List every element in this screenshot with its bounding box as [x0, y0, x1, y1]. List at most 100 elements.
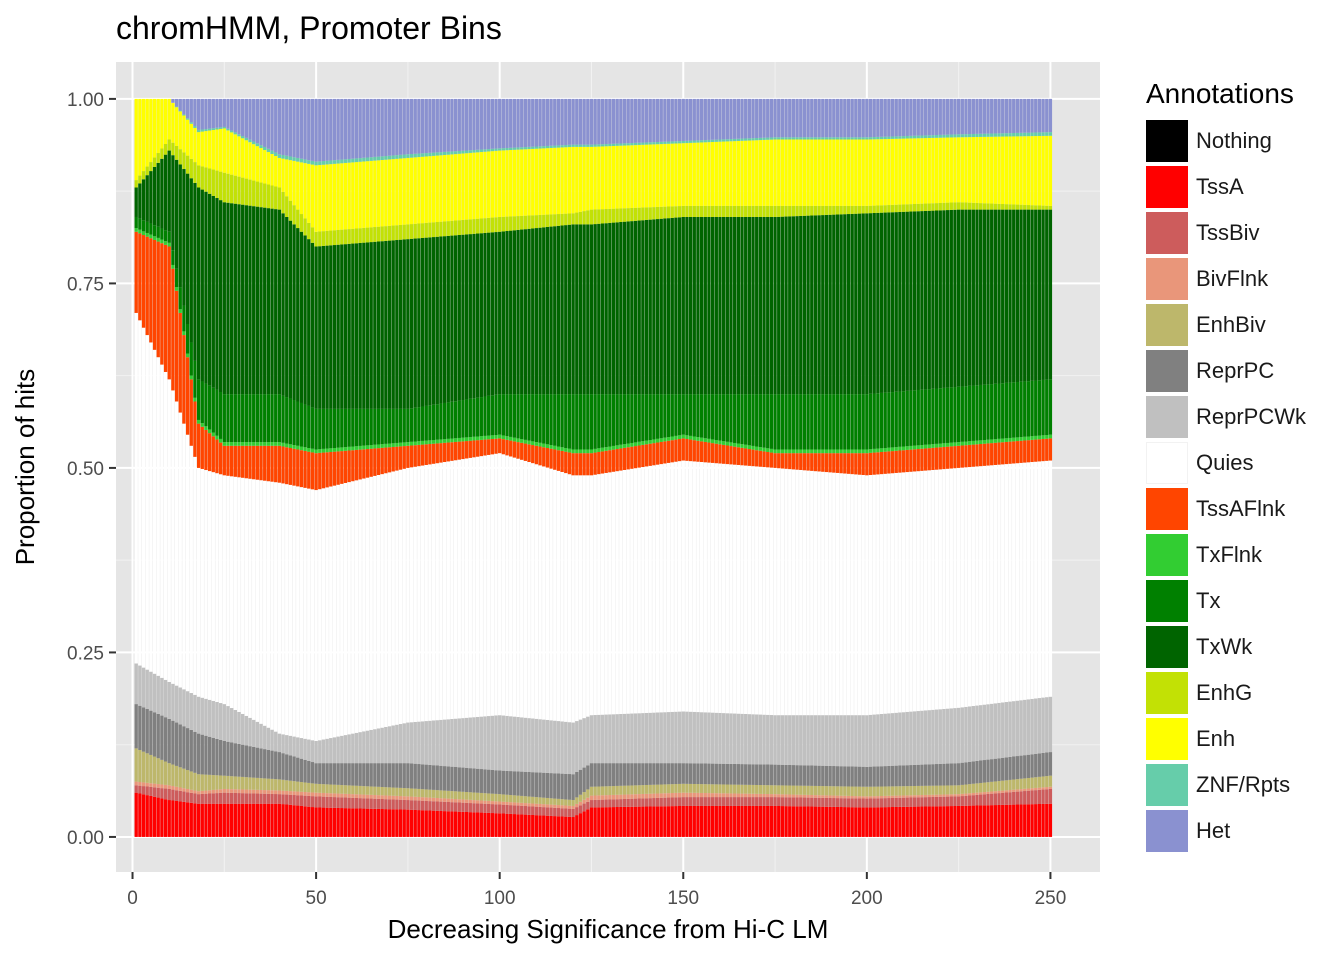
bar-segment-txflnk	[160, 239, 164, 244]
bar-segment-enhg	[736, 205, 740, 217]
bar-segment-txwk	[428, 237, 432, 406]
bar-segment-enhg	[263, 183, 267, 208]
bar-segment-quies	[604, 472, 608, 715]
bar-segment-bivflnk	[277, 790, 282, 795]
bar-segment-tssaflnk	[222, 445, 226, 476]
y-axis: 0.000.250.500.751.00	[67, 90, 116, 849]
bar-segment-het	[222, 98, 226, 127]
bar-segment-reprpc	[655, 763, 660, 785]
bar-segment-enhg	[266, 184, 271, 209]
bar-segment-tx	[663, 394, 667, 438]
bar-segment-txwk	[512, 230, 517, 395]
bar-segment-enh	[538, 148, 542, 215]
bar-segment-txflnk	[589, 449, 594, 454]
bar-segment-enhg	[182, 152, 186, 170]
bar-segment-tssa	[938, 806, 942, 837]
bar-segment-znf-rpts	[509, 147, 513, 151]
bar-segment-enhg	[545, 214, 550, 227]
bar-segment-tx	[230, 394, 234, 443]
bar-segment-bivflnk	[479, 800, 483, 804]
bar-segment-znf-rpts	[406, 154, 410, 158]
bar-segment-enhbiv	[986, 782, 990, 792]
bar-segment-znf-rpts	[890, 136, 895, 139]
bar-segment-enh	[758, 140, 763, 206]
bar-segment-znf-rpts	[325, 160, 329, 165]
bar-segment-het	[1041, 98, 1045, 133]
bar-segment-reprpcwk	[523, 717, 528, 772]
bar-segment-reprpc	[314, 763, 318, 784]
bar-segment-tx	[887, 392, 891, 448]
legend-key	[1146, 580, 1188, 622]
bar-segment-het	[659, 98, 663, 142]
bar-segment-enhbiv	[365, 786, 370, 795]
legend-item-tx: Tx	[1146, 578, 1306, 624]
bar-segment-tssa	[1026, 804, 1031, 837]
bar-segment-quies	[648, 465, 652, 713]
bar-segment-znf-rpts	[373, 156, 377, 161]
bar-segment-znf-rpts	[244, 137, 248, 141]
bar-segment-enh	[997, 136, 1001, 204]
bar-segment-tssa	[494, 813, 498, 837]
bar-segment-txwk	[641, 220, 645, 395]
bar-segment-znf-rpts	[321, 161, 326, 165]
bar-segment-tx	[384, 408, 388, 444]
bar-segment-znf-rpts	[384, 156, 388, 160]
bar-segment-txflnk	[354, 446, 359, 450]
bar-segment-reprpc	[439, 765, 443, 791]
bar-segment-bivflnk	[799, 794, 803, 798]
bar-segment-znf-rpts	[707, 139, 711, 143]
bar-segment-enhbiv	[795, 785, 799, 795]
bar-segment-het	[773, 98, 777, 138]
bar-segment-enhbiv	[788, 785, 792, 795]
bar-segment-bivflnk	[582, 799, 586, 804]
bar-segment-tssbiv	[817, 797, 821, 807]
legend-label: ReprPC	[1196, 358, 1275, 383]
bar-segment-bivflnk	[997, 790, 1001, 794]
bar-segment-tssa	[534, 815, 539, 837]
bar-segment-het	[332, 98, 337, 161]
bar-segment-enh	[806, 139, 810, 206]
bar-segment-enhbiv	[299, 782, 304, 792]
bar-segment-reprpc	[387, 763, 392, 788]
bar-segment-txwk	[274, 209, 278, 395]
bar-segment-tx	[233, 394, 237, 443]
bar-segment-enh	[714, 141, 718, 206]
bar-segment-znf-rpts	[777, 137, 781, 140]
bar-segment-enh	[505, 150, 509, 217]
bar-segment-znf-rpts	[398, 154, 403, 159]
bar-segment-znf-rpts	[431, 152, 436, 156]
bar-segment-enhg	[439, 221, 443, 237]
bar-segment-enhbiv	[498, 794, 502, 802]
bar-segment-enhg	[461, 219, 465, 235]
bar-segment-het	[608, 98, 612, 144]
bar-segment-reprpc	[138, 705, 142, 751]
bar-segment-reprpc	[920, 764, 924, 786]
bar-segment-reprpc	[740, 764, 744, 785]
bar-segment-quies	[534, 464, 539, 719]
bar-segment-quies	[567, 474, 572, 723]
bar-segment-znf-rpts	[1001, 133, 1005, 137]
bar-segment-quies	[553, 469, 557, 721]
bar-segment-txwk	[938, 210, 942, 389]
bar-segment-tssbiv	[288, 794, 293, 805]
bar-segment-txwk	[784, 216, 788, 395]
bar-segment-enhg	[351, 228, 355, 244]
bar-segment-quies	[1019, 462, 1023, 701]
bar-segment-bivflnk	[722, 793, 726, 798]
bar-segment-tx	[604, 394, 608, 448]
bar-segment-enhg	[442, 221, 447, 237]
bar-segment-enhg	[755, 205, 759, 217]
bar-segment-enh	[953, 137, 957, 203]
bar-segment-znf-rpts	[832, 137, 836, 140]
bar-segment-bivflnk	[677, 792, 682, 798]
bar-segment-enhbiv	[736, 784, 740, 794]
bar-segment-txwk	[633, 220, 638, 395]
bar-segment-bivflnk	[578, 801, 583, 806]
bar-segment-txflnk	[255, 442, 260, 446]
bar-segment-txwk	[494, 232, 498, 395]
bar-segment-txwk	[347, 243, 351, 409]
bar-segment-reprpc	[1034, 753, 1038, 778]
bar-segment-bivflnk	[241, 789, 245, 794]
bar-segment-bivflnk	[949, 794, 953, 797]
bar-segment-reprpc	[160, 715, 164, 760]
